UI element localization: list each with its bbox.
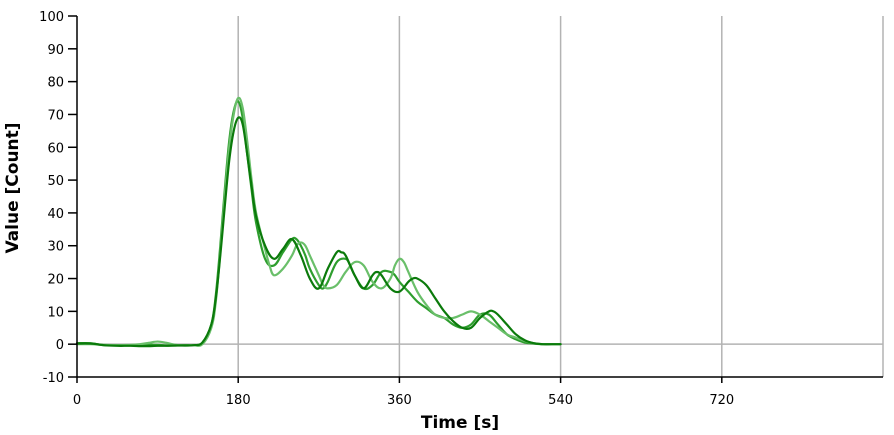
axes bbox=[68, 15, 883, 383]
x-axis-title: Time [s] bbox=[421, 413, 499, 433]
y-tick-label: 0 bbox=[56, 338, 64, 353]
x-tick-label: 0 bbox=[73, 393, 81, 408]
y-tick-label: 30 bbox=[47, 240, 64, 255]
series-line-3 bbox=[75, 116, 562, 348]
y-axis-title: Value [Count] bbox=[3, 122, 23, 253]
y-tick-label: 60 bbox=[47, 141, 64, 156]
x-tick-label: 180 bbox=[226, 393, 251, 408]
tick-labels: -10 0 10 20 30 40 50 60 70 80 90 100 0 180 360 540 720 bbox=[39, 10, 734, 408]
x-tick-label: 540 bbox=[548, 393, 573, 408]
series-line-2 bbox=[75, 96, 562, 347]
x-tick-label: 720 bbox=[709, 393, 734, 408]
grid bbox=[77, 16, 884, 377]
y-tick-label: 10 bbox=[47, 305, 64, 320]
series-layer bbox=[75, 96, 562, 348]
x-tick-label: 360 bbox=[387, 393, 412, 408]
y-tick-label: 90 bbox=[47, 43, 64, 58]
y-tick-label: -10 bbox=[43, 371, 64, 386]
y-tick-label: 80 bbox=[47, 76, 64, 91]
y-tick-label: 70 bbox=[47, 108, 64, 123]
y-tick-label: 100 bbox=[39, 10, 64, 25]
y-tick-label: 20 bbox=[47, 273, 64, 288]
series-line-1 bbox=[75, 100, 562, 347]
y-tick-label: 40 bbox=[47, 207, 64, 222]
y-tick-label: 50 bbox=[47, 174, 64, 189]
